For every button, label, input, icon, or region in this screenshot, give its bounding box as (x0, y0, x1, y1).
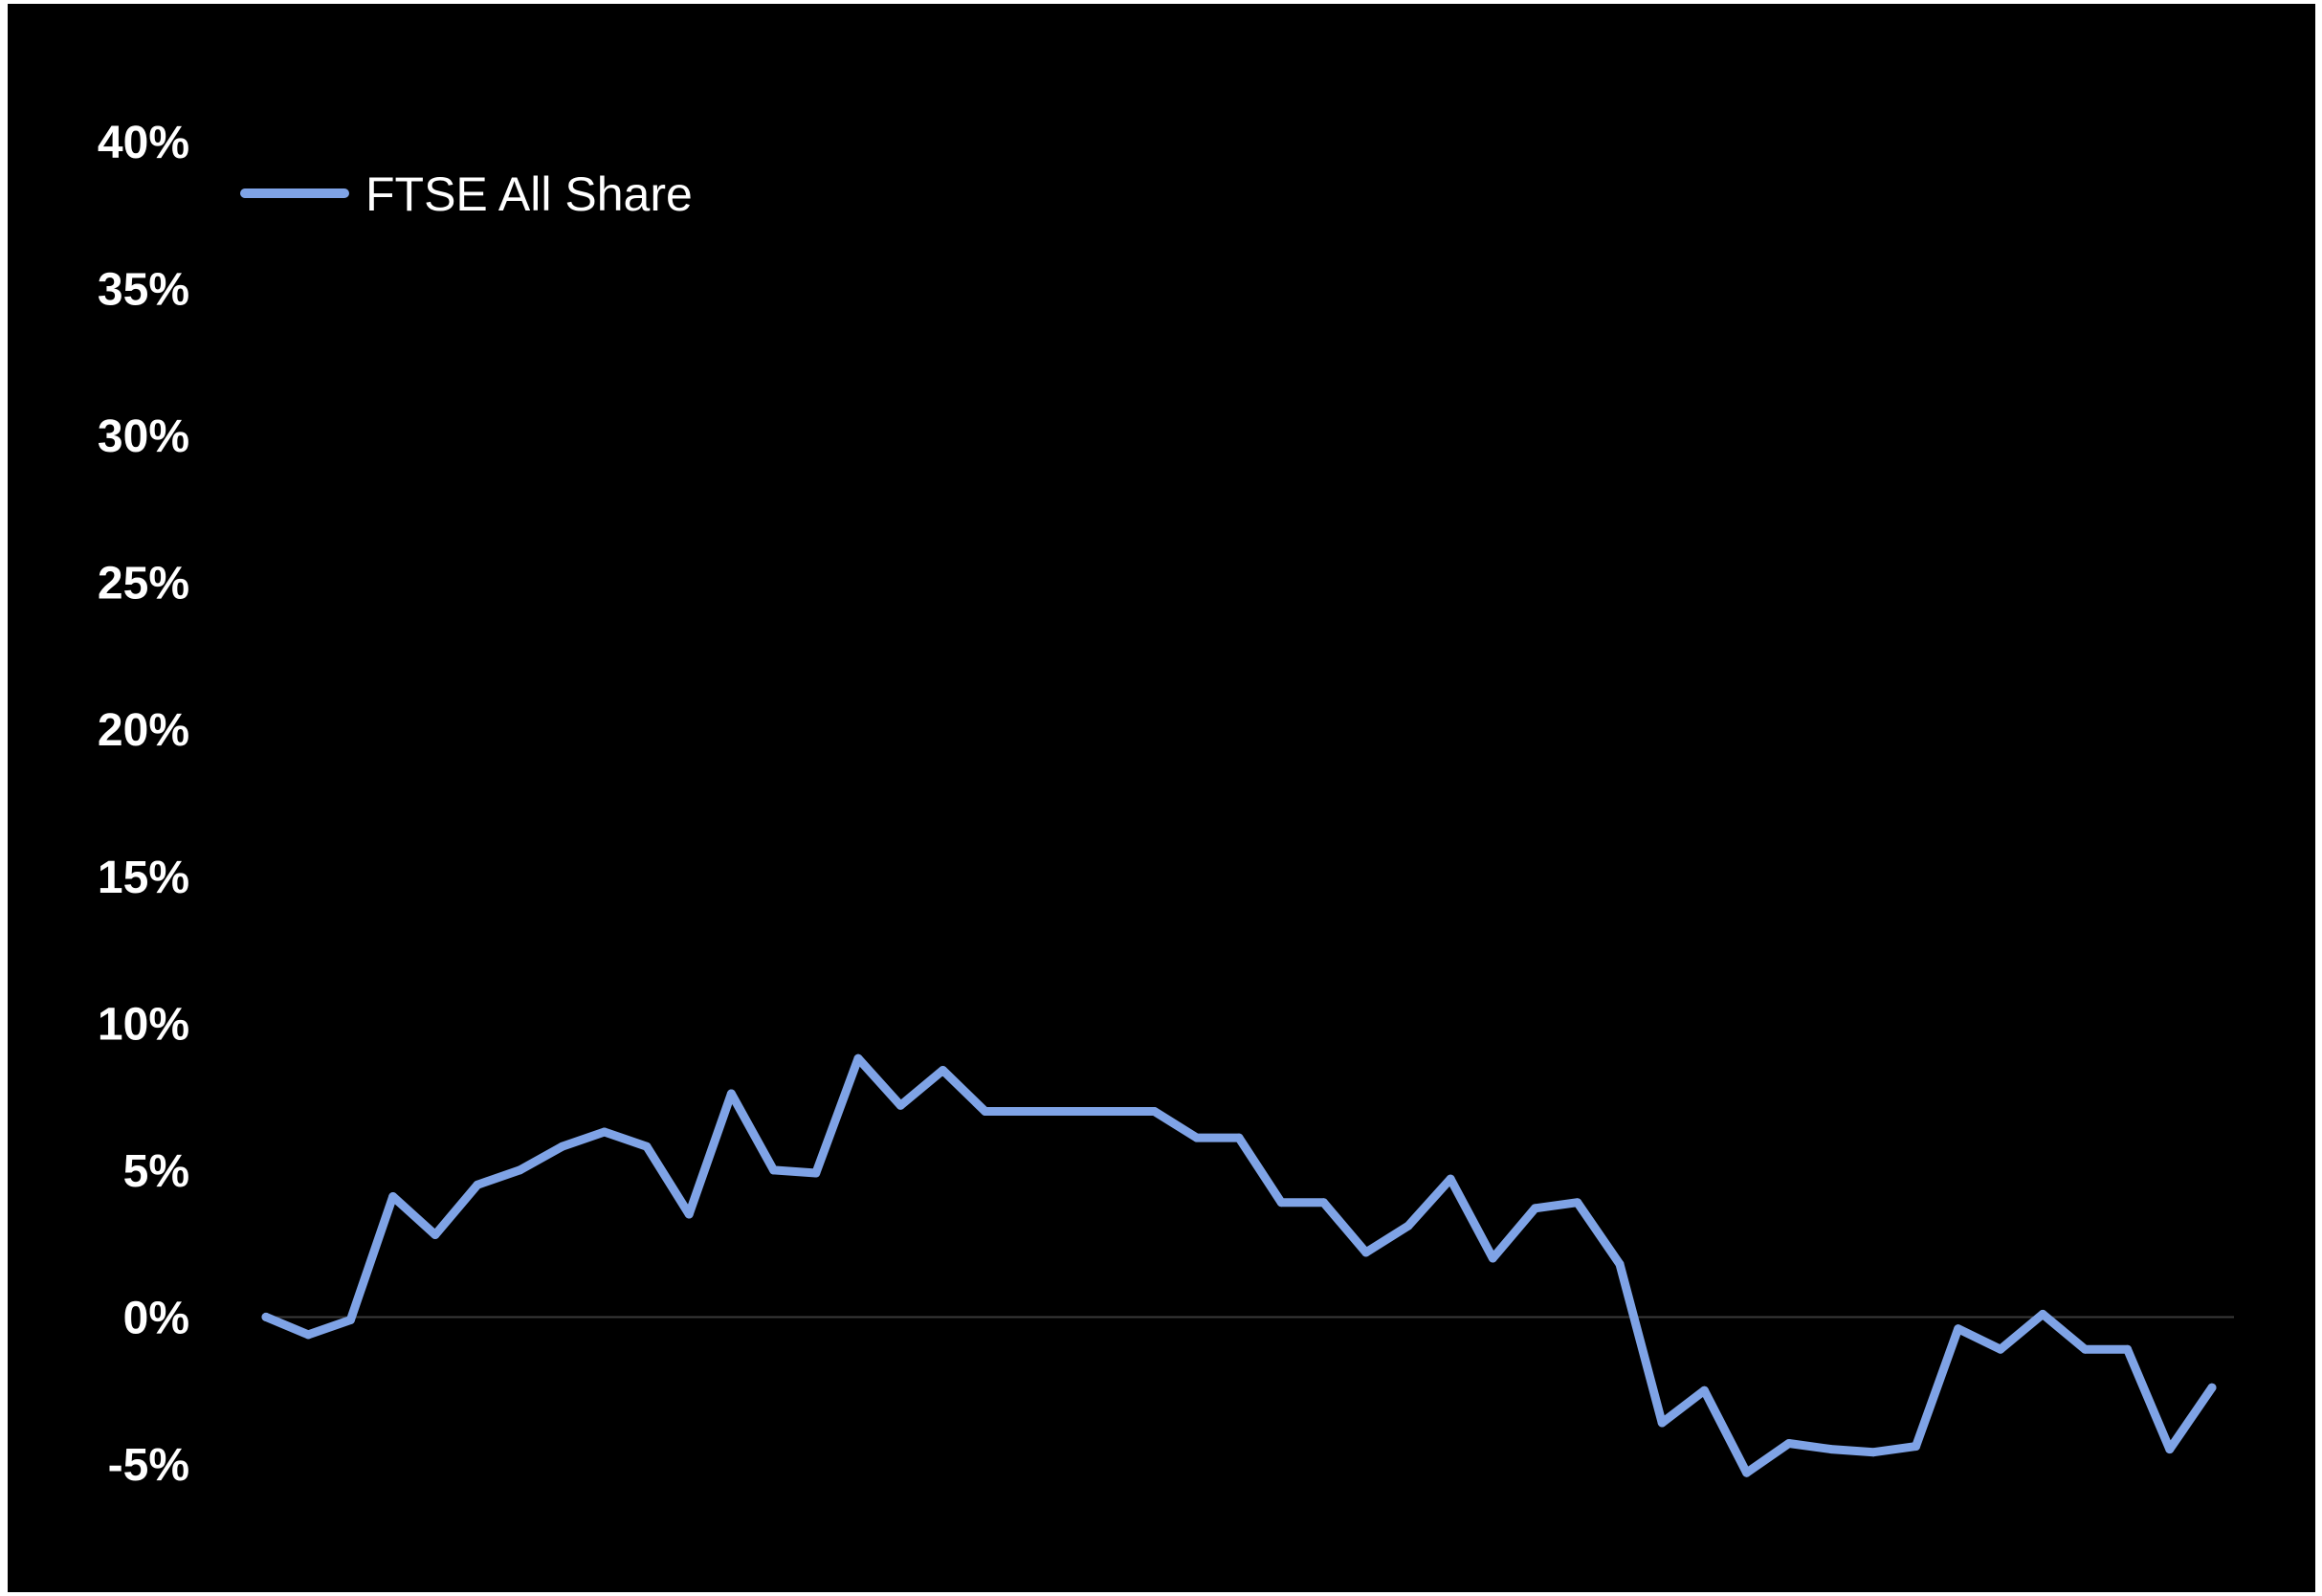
series-line-ftse-all-share (261, 1053, 2217, 1477)
data-point (1531, 1204, 1539, 1213)
data-point (1318, 1198, 1328, 1208)
data-point (1107, 1107, 1117, 1116)
y-tick-label: 5% (123, 1146, 189, 1197)
data-point (1488, 1253, 1497, 1263)
chart-background (8, 4, 2315, 1592)
y-tick-label: 25% (98, 559, 189, 610)
y-tick-label: 15% (98, 853, 189, 903)
y-tick-label: 40% (98, 118, 189, 168)
data-point (2038, 1309, 2047, 1319)
data-point (2207, 1383, 2217, 1392)
data-point (1573, 1198, 1582, 1208)
data-point (1699, 1385, 1709, 1395)
data-point (558, 1142, 566, 1151)
data-point (981, 1107, 990, 1116)
y-axis-ticks: -5% 0% 5% 10% 15% 20% 25% 30% 35% 40% (98, 118, 189, 1491)
series-layer (261, 1053, 2217, 1477)
data-point (473, 1180, 482, 1189)
data-point (1996, 1344, 2005, 1354)
data-point (896, 1100, 905, 1110)
y-tick-label: 0% (123, 1293, 189, 1343)
y-tick-label: 35% (98, 265, 189, 316)
data-point (1615, 1259, 1625, 1269)
y-tick-label: -5% (108, 1440, 189, 1491)
legend: FTSE All Share (240, 167, 693, 221)
data-point (303, 1330, 313, 1340)
y-tick-label: 10% (98, 999, 189, 1050)
data-point (1023, 1107, 1032, 1116)
data-point (1150, 1107, 1160, 1116)
data-point (1192, 1133, 1202, 1142)
data-point (261, 1312, 271, 1321)
data-point (939, 1066, 947, 1075)
data-point (1361, 1248, 1371, 1257)
data-point (1276, 1198, 1286, 1208)
y-tick-label: 20% (98, 705, 189, 756)
data-point (515, 1165, 524, 1175)
data-point (1954, 1324, 1963, 1334)
data-point (1784, 1439, 1794, 1448)
data-point (1234, 1133, 1244, 1142)
data-point (345, 1316, 355, 1324)
data-point (1826, 1445, 1836, 1454)
data-point (1657, 1418, 1667, 1428)
data-point (853, 1053, 863, 1063)
data-point (1742, 1468, 1752, 1477)
data-point (1446, 1174, 1455, 1184)
data-point (2080, 1344, 2090, 1354)
data-point (811, 1168, 821, 1178)
data-point (1912, 1442, 1920, 1452)
data-point (431, 1230, 440, 1239)
data-point (2165, 1445, 2175, 1454)
legend-label-ftse-all-share: FTSE All Share (365, 167, 693, 221)
data-point (1869, 1448, 1878, 1457)
data-point (1404, 1221, 1413, 1230)
y-tick-label: 30% (98, 411, 189, 462)
data-point (388, 1192, 398, 1201)
data-point (2123, 1344, 2133, 1354)
data-point (684, 1209, 694, 1219)
data-point (769, 1165, 779, 1175)
data-point (600, 1127, 609, 1137)
data-point (726, 1089, 736, 1098)
data-point (1065, 1107, 1074, 1116)
data-point (642, 1142, 652, 1151)
